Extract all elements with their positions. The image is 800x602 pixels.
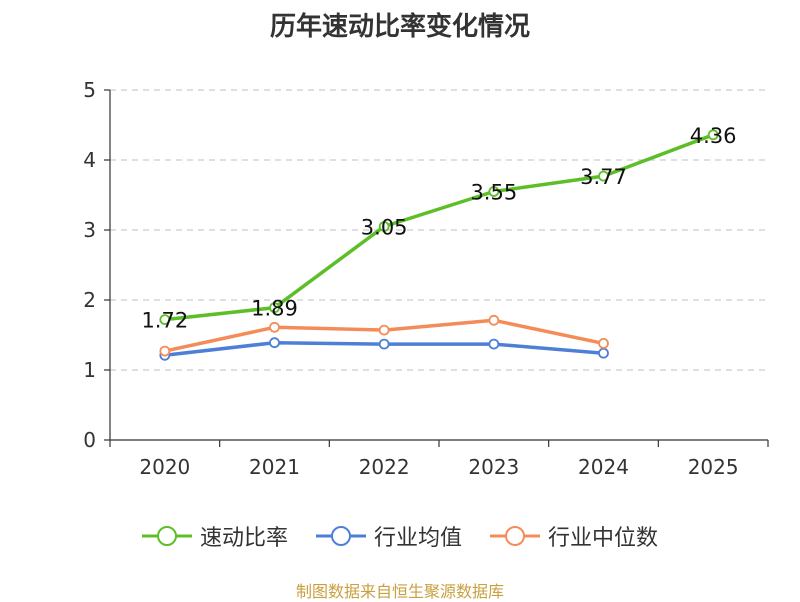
legend-swatch-industry-mean: [315, 526, 366, 546]
series-0-point-2020: [159, 314, 171, 326]
data-label-2021: 1.89: [251, 297, 298, 321]
y-tick-label-4: 4: [83, 148, 96, 172]
chart-title: 历年速动比率变化情况: [269, 12, 530, 42]
grid-layer: [110, 89, 768, 371]
axis-layer: 0 1 2 3 4 5 2020 2021 2022 2023 2024 2025: [83, 78, 769, 479]
data-label-2020: 1.72: [141, 309, 188, 333]
series-0-point-2022: [378, 221, 390, 232]
legend: 速动比率 行业均值 行业中位数: [0, 520, 800, 552]
data-label-2022: 3.05: [361, 216, 408, 240]
series-2-point-2024: [598, 337, 609, 349]
series-2-point-2023: [488, 314, 500, 326]
series-2-point-2020: [159, 345, 171, 357]
series-2-point-2021: [269, 321, 280, 333]
series-layer: [159, 129, 719, 361]
legend-item-quick-ratio[interactable]: 速动比率: [141, 520, 288, 552]
y-tick-label-0: 0: [83, 428, 96, 452]
series-1-point-2021: [269, 337, 280, 349]
series-0-point-2025: [707, 129, 719, 141]
legend-item-industry-mean[interactable]: 行业均值: [315, 520, 462, 552]
y-tick-label-5: 5: [83, 78, 96, 102]
series-line-0: [164, 133, 714, 322]
y-tick-label-2: 2: [83, 288, 96, 312]
x-tick-label-2022: 2022: [359, 455, 410, 479]
legend-label-industry-median: 行业中位数: [548, 526, 659, 551]
x-tick-label-2021: 2021: [249, 455, 300, 479]
legend-label-industry-mean: 行业均值: [373, 526, 462, 551]
y-tick-label-3: 3: [83, 218, 96, 242]
series-0-point-2024: [598, 170, 609, 182]
series-0-point-2021: [269, 302, 280, 314]
series-2-point-2022: [378, 324, 390, 336]
series-1-point-2023: [488, 338, 500, 350]
legend-item-industry-median[interactable]: 行业中位数: [490, 520, 658, 552]
series-1-point-2024: [598, 347, 609, 359]
legend-swatch-industry-median: [490, 526, 540, 546]
label-layer: 1.72 1.89 3.05 3.55 3.77 4.36: [141, 124, 736, 333]
data-label-2023: 3.55: [470, 181, 517, 205]
x-tick-label-2024: 2024: [578, 455, 629, 479]
data-label-2025: 4.36: [690, 124, 737, 148]
x-tick-label-2020: 2020: [139, 455, 190, 479]
legend-swatch-quick-ratio: [141, 526, 192, 546]
x-tick-label-2023: 2023: [468, 455, 519, 479]
y-tick-label-1: 1: [83, 358, 96, 382]
x-tick-label-2025: 2025: [688, 455, 739, 479]
source-note: 制图数据来自恒生聚源数据库: [295, 582, 504, 601]
series-0-point-2023: [488, 186, 500, 197]
series-1-point-2022: [378, 338, 390, 350]
legend-label-quick-ratio: 速动比率: [199, 526, 288, 551]
data-label-2024: 3.77: [580, 165, 627, 189]
